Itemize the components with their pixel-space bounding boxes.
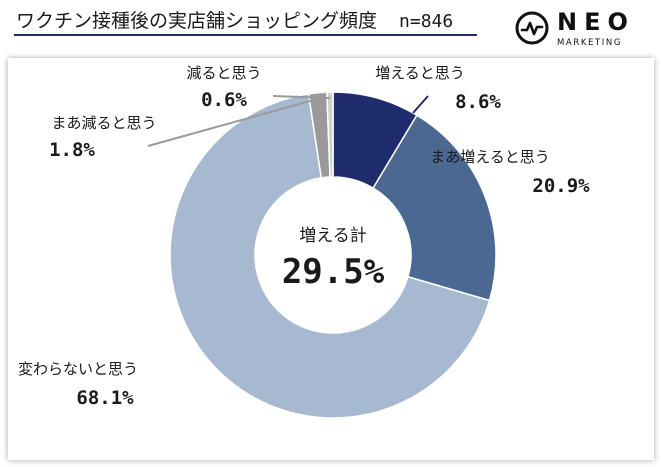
slice-value-3: 1.8%: [49, 139, 95, 161]
chart-title: ワクチン接種後の実店舗ショッピング頻度 n=846: [16, 6, 453, 33]
logo-mark-icon: [515, 11, 549, 45]
slice-value-2: 68.1%: [76, 387, 134, 409]
leader-tick-0: [412, 95, 429, 114]
slice-value-1: 20.9%: [532, 175, 590, 197]
logo-word: NEO: [557, 8, 635, 36]
slice-value-0: 8.6%: [455, 91, 501, 113]
sample-size: n=846: [399, 11, 454, 32]
slice-1: [372, 114, 497, 302]
leader-line-4: [272, 95, 331, 100]
donut-chart: 増えると思う 8.6% まあ増えると思う 20.9% 変わらないと思う 68.1% まあ減る…: [18, 64, 590, 419]
slice-label-0: 増えると思う: [375, 64, 465, 82]
chart-panel: 増えると思う 8.6% まあ増えると思う 20.9% 変わらないと思う 68.1% まあ減る…: [8, 58, 654, 460]
slice-2: [169, 92, 491, 419]
slice-4: [326, 91, 334, 178]
center-label: 増える計: [299, 226, 367, 246]
slice-label-2: 変わらないと思う: [18, 360, 138, 378]
title-underline: [14, 34, 477, 36]
slice-label-4: 減ると思う: [186, 64, 261, 82]
slice-label-1: まあ増えると思う: [430, 148, 550, 166]
slice-value-4: 0.6%: [201, 89, 247, 111]
neo-marketing-logo: NEO MARKETING: [513, 8, 631, 52]
slice-label-3: まあ減ると思う: [51, 114, 156, 132]
center-value: 29.5%: [282, 252, 385, 292]
leader-line-3: [147, 97, 319, 147]
title-text: ワクチン接種後の実店舗ショッピング頻度: [16, 10, 378, 32]
logo-sub: MARKETING: [557, 38, 623, 48]
